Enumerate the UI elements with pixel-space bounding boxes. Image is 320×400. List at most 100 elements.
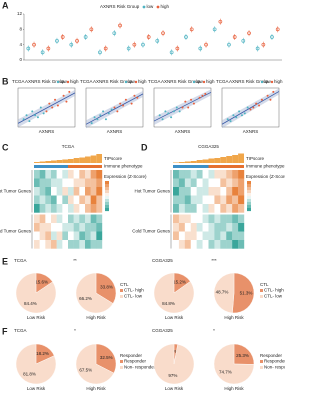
pie-label: High Risk [224,386,244,391]
heat-cell [51,195,57,205]
point [246,106,249,109]
slice-label: 84.4% [24,301,37,306]
median-dot [46,46,51,51]
pie-slice [233,343,255,365]
heat-cell [68,231,74,241]
heat-cell [79,240,86,249]
slice-label: 48.7% [216,290,229,295]
point [68,90,71,93]
tip-bar [34,162,40,163]
heat-cell [196,178,203,188]
point [204,92,207,95]
heat-cell [62,170,69,179]
heat-cell [208,170,215,179]
point [90,122,93,125]
legend-marker [192,80,196,84]
median-dot [98,50,102,55]
point [93,116,96,119]
point [243,112,246,115]
point [238,110,241,113]
y-tick-label: 0 [19,57,22,62]
chart-title: TCGA [80,79,93,84]
point [133,94,136,97]
heat-cell [178,195,186,205]
legend-marker [124,80,128,84]
panel-label: C [2,142,9,152]
row-group-label: Hot Tumor Genes [0,188,32,193]
median-dot [32,42,36,47]
heat-cell [190,231,197,241]
point [110,108,113,111]
slice-label: 3% [172,349,179,354]
heat-cell [96,214,103,224]
heat-cell [173,223,180,232]
heat-cell [190,223,197,232]
heat-cell [34,223,40,232]
point [31,110,34,113]
heat-cell [238,240,245,249]
heat-cell [56,223,63,232]
heat-cell [238,204,245,213]
heat-cell [96,204,103,213]
heat-cell [190,240,197,249]
point [56,104,59,107]
heat-cell [56,170,63,179]
heat-cell [184,170,191,179]
heat-cell [214,178,221,188]
heat-cell [184,231,191,241]
slice-label: 25.3% [236,353,249,358]
point [51,106,54,109]
color-scale [105,190,109,194]
point [178,110,181,113]
panel-label: D [141,142,148,152]
heat-cell [226,204,233,213]
heat-cell [238,187,245,196]
median-dot [189,27,194,32]
median-dot [40,50,45,55]
pie-slice [153,272,195,314]
point [269,98,272,101]
tip-bar [85,156,91,163]
heat-cell [34,187,40,196]
annotation-label: Immune phenotype [246,164,285,169]
legend-label: Responder [264,359,285,364]
point [260,98,263,101]
heat-cell [184,240,191,249]
heat-cell [51,170,57,179]
heat-cell [173,231,180,241]
heat-cell [202,170,209,179]
heat-cell [196,204,203,213]
heat-cell [232,204,239,213]
confidence-band [86,90,143,129]
median-dot [204,42,208,47]
tip-bar [68,159,74,163]
heat-cell [90,170,97,179]
point [240,114,243,117]
slice-label: 32.5% [100,355,113,360]
heat-cell [85,170,91,179]
panel-label: E [2,256,8,266]
heat-cell [85,214,91,224]
point [226,118,229,121]
significance: * [213,328,215,333]
heat-cell [96,170,103,179]
heat-cell [232,240,239,249]
immune-annotation [173,165,209,168]
heat-cell [73,204,80,213]
x-axis-label: AXNRS [39,129,55,134]
legend-title: CTL [120,282,129,287]
point [272,90,275,93]
immune-annotation [34,165,68,168]
heat-cell [51,204,57,213]
heat-cell [45,178,52,188]
legend-swatch [260,289,263,292]
slice-label: 97% [168,373,177,378]
heat-cell [184,204,191,213]
heat-cell [173,178,180,188]
pie-slice [232,272,255,314]
legend-label: CTL- low [124,294,143,299]
point [201,94,204,97]
heat-cell [202,231,209,241]
heat-cell [73,170,80,179]
heat-cell [56,195,63,205]
